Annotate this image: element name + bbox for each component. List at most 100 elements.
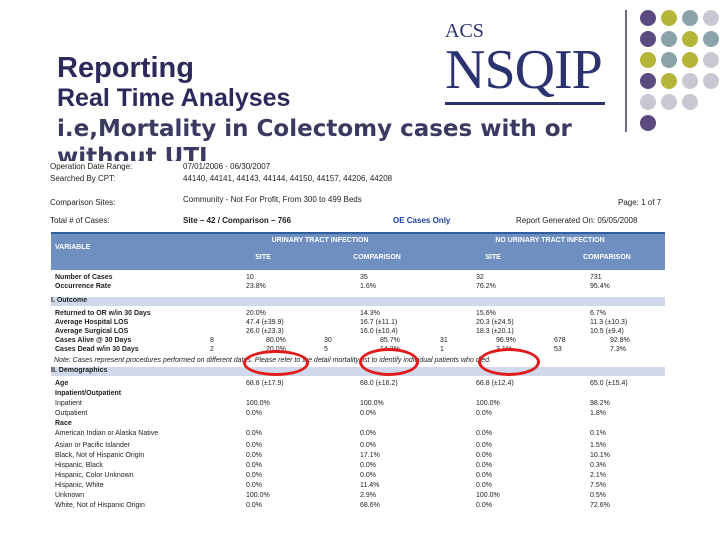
cell-value: 65.0 (±15.4) <box>590 380 628 387</box>
cell-value: 68.0 (±16.2) <box>360 380 398 387</box>
row-label: Occurrence Rate <box>55 283 112 290</box>
row-label: Average Hospital LOS <box>55 319 129 326</box>
cell-value: 100.0% <box>246 400 270 407</box>
cell-value: 98.2% <box>590 400 610 407</box>
cell-value: 23.8% <box>246 283 266 290</box>
dot <box>640 31 656 47</box>
report-image: Operation Date Range: 07/01/2006 - 06/30… <box>48 162 668 540</box>
cell-percent: 85.7% <box>380 337 400 344</box>
nsqip-logo-text: NSQIP <box>445 39 603 101</box>
row-label: Race <box>55 420 72 427</box>
cell-value: 0.0% <box>360 430 376 437</box>
cell-value: 76.2% <box>476 283 496 290</box>
row-label: Outpatient <box>55 410 88 417</box>
slide-description: i.e,Mortality in Colectomy cases with or… <box>57 116 572 161</box>
dot <box>640 115 656 131</box>
decorative-dot-grid <box>640 10 720 131</box>
col-uti-site: SITE <box>255 254 271 261</box>
cell-value: 0.0% <box>246 452 262 459</box>
cell-value: 0.0% <box>476 482 492 489</box>
cell-count: 1 <box>440 346 444 353</box>
dot <box>703 31 719 47</box>
row-label: Inpatient <box>55 400 82 407</box>
nsqip-logo: ACS NSQIP <box>445 20 605 105</box>
cell-value: 0.0% <box>246 502 262 509</box>
dot <box>682 73 698 89</box>
cell-value: 95.4% <box>590 283 610 290</box>
cell-value: 7.5% <box>590 482 606 489</box>
highlight-circle <box>359 348 419 376</box>
col-uti: URINARY TRACT INFECTION <box>271 237 369 244</box>
cell-value: 1.8% <box>590 410 606 417</box>
cell-count: 678 <box>554 337 566 344</box>
cell-value: 0.0% <box>476 452 492 459</box>
dot <box>640 73 656 89</box>
col-uti-comparison: COMPARISON <box>353 254 401 261</box>
cell-value: 0.3% <box>590 462 606 469</box>
highlight-circle <box>243 350 309 376</box>
slide-subtitle: Real Time Analyses <box>57 84 291 112</box>
cell-value: 0.0% <box>246 472 262 479</box>
total-label: Total # of Cases: <box>50 216 110 225</box>
cell-value: 0.0% <box>476 462 492 469</box>
cell-value: 0.0% <box>476 410 492 417</box>
cell-value: 0.0% <box>476 442 492 449</box>
section-header: II. Demographics <box>51 367 665 376</box>
cell-value: 0.0% <box>360 410 376 417</box>
dot <box>640 94 656 110</box>
cell-value: 0.5% <box>590 492 606 499</box>
cell-value: 0.0% <box>360 462 376 469</box>
cell-count: 31 <box>440 337 448 344</box>
total-value: Site – 42 / Comparison – 766 <box>183 216 292 225</box>
cell-value: 26.0 (±23.3) <box>246 328 284 335</box>
cell-value: 20.0% <box>246 310 266 317</box>
row-label: Age <box>55 380 69 387</box>
cell-percent: 7.3% <box>610 346 626 353</box>
row-label: Hispanic, White <box>55 482 104 489</box>
cell-value: 1.6% <box>360 283 376 290</box>
dot <box>682 31 698 47</box>
cell-value: 0.1% <box>590 430 606 437</box>
cell-value: 0.0% <box>360 442 376 449</box>
cell-value: 6.7% <box>590 310 606 317</box>
cell-value: 15.6% <box>476 310 496 317</box>
comparison-label: Comparison Sites: <box>50 198 116 207</box>
logo-underline <box>445 102 605 105</box>
row-label: White, Not of Hispanic Origin <box>55 502 145 509</box>
cell-value: 0.0% <box>476 430 492 437</box>
dot <box>640 10 656 26</box>
page-info: Page: 1 of 7 <box>618 198 662 207</box>
cell-value: 0.0% <box>246 430 262 437</box>
cell-value: 16.7 (±11.1) <box>360 319 398 326</box>
cell-value: 100.0% <box>476 400 500 407</box>
cell-percent: 80.0% <box>266 337 286 344</box>
cell-value: 10.1% <box>590 452 610 459</box>
row-label: Cases Alive @ 30 Days <box>55 337 132 344</box>
cell-value: 0.0% <box>476 472 492 479</box>
operation-date-label: Operation Date Range: <box>50 162 133 171</box>
cell-count: 53 <box>554 346 562 353</box>
dot <box>661 73 677 89</box>
cell-value: 731 <box>590 274 602 281</box>
searched-value: 44140, 44141, 44143, 44144, 44150, 44157… <box>183 174 393 183</box>
cell-value: 0.0% <box>360 472 376 479</box>
table-header: VARIABLE URINARY TRACT INFECTION NO URIN… <box>51 234 665 270</box>
dot <box>682 94 698 110</box>
dot <box>703 52 719 68</box>
row-label: Unknown <box>55 492 85 499</box>
dot <box>661 94 677 110</box>
row-label: Inpatient/Outpatient <box>55 390 122 397</box>
cell-value: 17.1% <box>360 452 380 459</box>
dot <box>661 52 677 68</box>
cell-value: 68.6% <box>360 502 380 509</box>
cell-value: 10.5 (±9.4) <box>590 328 624 335</box>
cell-value: 2.9% <box>360 492 376 499</box>
cell-value: 0.0% <box>246 410 262 417</box>
row-label: Asian or Pacific Islander <box>55 442 131 449</box>
row-label: Hispanic, Color Unknown <box>55 472 134 479</box>
cell-value: 16.0 (±10.4) <box>360 328 398 335</box>
cell-value: 10 <box>246 274 254 281</box>
cell-value: 11.4% <box>360 482 380 489</box>
cell-count: 8 <box>210 337 214 344</box>
cell-value: 47.4 (±39.9) <box>246 319 284 326</box>
